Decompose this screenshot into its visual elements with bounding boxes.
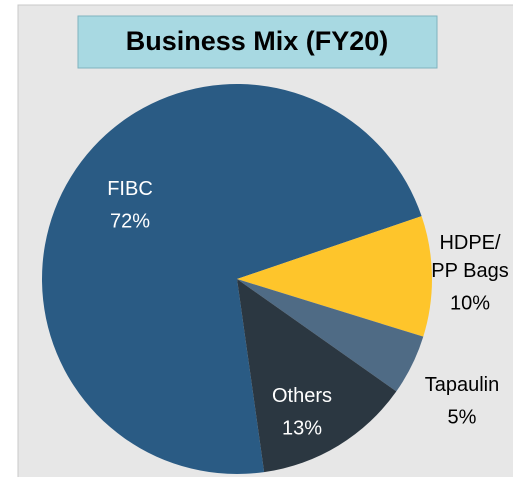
slice-label: Others xyxy=(272,385,332,407)
value-label: 10% xyxy=(450,292,490,314)
pie-slice xyxy=(42,84,422,474)
label-line: HDPE/ xyxy=(439,232,501,254)
chart-title: Business Mix (FY20) xyxy=(126,26,389,56)
slice-label: HDPE/PP Bags xyxy=(431,232,508,282)
pie-slice xyxy=(237,279,397,473)
label-line: Others xyxy=(272,385,332,407)
label-line: PP Bags xyxy=(431,260,508,282)
title-box xyxy=(77,15,438,69)
pie-slice xyxy=(237,279,424,392)
pie-slice xyxy=(237,216,432,337)
label-line: Tapaulin xyxy=(425,374,500,396)
slice-label: FIBC xyxy=(107,178,153,200)
label-line: FIBC xyxy=(107,178,153,200)
value-label: 5% xyxy=(448,406,477,428)
value-label: 72% xyxy=(110,210,150,232)
value-label: 13% xyxy=(282,417,322,439)
slice-label: Tapaulin xyxy=(425,374,500,396)
